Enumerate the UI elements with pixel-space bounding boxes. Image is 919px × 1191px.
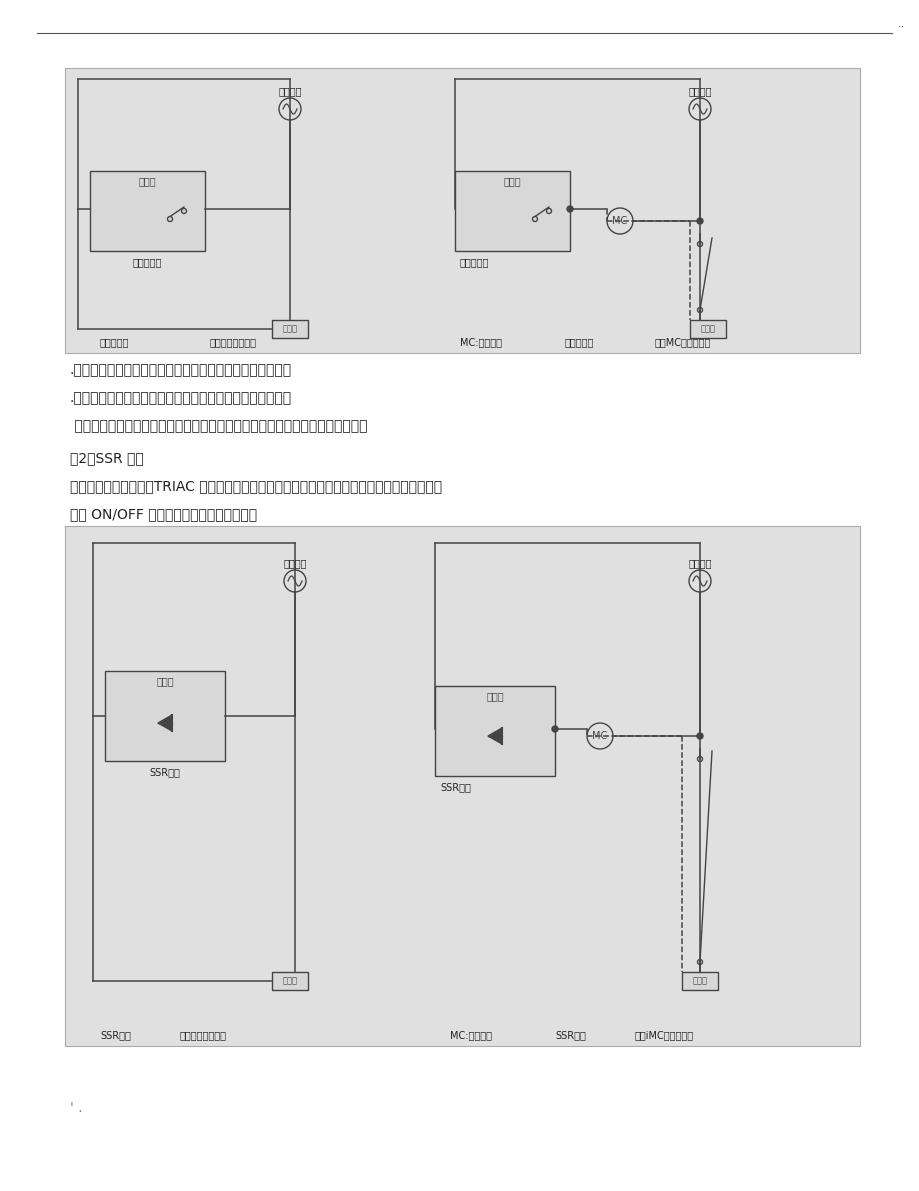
Text: SSR输出: SSR输出	[439, 782, 471, 792]
Bar	[65, 526, 859, 1046]
Text: 负载直接开闭回路: 负载直接开闭回路	[210, 337, 256, 347]
Text: 继电器输出: 继电器输出	[132, 257, 162, 267]
Text: 加热器: 加热器	[282, 324, 297, 333]
Text: 经由iMC之开闭回路: 经由iMC之开闭回路	[634, 1030, 693, 1040]
Text: 负载电源: 负载电源	[687, 86, 711, 96]
Circle shape	[697, 732, 702, 738]
Bar	[105, 671, 225, 761]
Text: 负载电源: 负载电源	[687, 559, 711, 568]
Text: .优点：因为是无电压接点的输出，所以可以开闭多种负载。: .优点：因为是无电压接点的输出，所以可以开闭多种负载。	[70, 363, 292, 378]
Circle shape	[697, 218, 702, 224]
Circle shape	[566, 206, 573, 212]
Bar	[681, 972, 717, 990]
Bar	[455, 172, 570, 251]
Bar	[272, 320, 308, 338]
Text: 加热器: 加热器	[692, 977, 707, 985]
Bar	[435, 686, 554, 777]
Text: 加热器: 加热器	[282, 977, 297, 985]
Text: 温控器: 温控器	[485, 691, 504, 701]
Bar	[90, 172, 205, 251]
Text: 经由MC之开闭回路: 经由MC之开闭回路	[654, 337, 710, 347]
Text: 继电器输出: 继电器输出	[460, 257, 489, 267]
Text: MC: MC	[612, 216, 627, 226]
Text: MC: MC	[592, 731, 607, 741]
Circle shape	[551, 727, 558, 732]
Text: SSR输出: SSR输出	[100, 1030, 130, 1040]
Text: 温控器: 温控器	[503, 176, 521, 186]
Text: 加热器: 加热器	[699, 324, 715, 333]
Text: 寿命因负载的种类、开闭电压、电流、开闭频率、开闭相位、环境等因素而异。: 寿命因负载的种类、开闭电压、电流、开闭频率、开闭相位、环境等因素而异。	[70, 419, 367, 434]
Text: 温控器: 温控器	[139, 176, 156, 186]
Text: （2）SSR 输出: （2）SSR 输出	[70, 451, 143, 464]
Text: 温控器: 温控器	[156, 676, 174, 686]
Text: 借由使用半导体元件（TRIAC 等）的无接点继电器可直接开闭交流电压，如图。温控器的控制方: 借由使用半导体元件（TRIAC 等）的无接点继电器可直接开闭交流电压，如图。温控…	[70, 479, 442, 493]
Text: 继电器输出: 继电器输出	[100, 337, 130, 347]
Bar	[689, 320, 725, 338]
Text: SSR输出: SSR输出	[150, 767, 180, 777]
Text: 负载电源: 负载电源	[278, 86, 301, 96]
Text: SSR输出: SSR输出	[554, 1030, 585, 1040]
Text: ..: ..	[897, 19, 904, 29]
Text: 负载直接开闭回路: 负载直接开闭回路	[180, 1030, 227, 1040]
Text: 负载电源: 负载电源	[283, 559, 306, 568]
Text: ' .: ' .	[70, 1100, 83, 1115]
Polygon shape	[158, 715, 172, 731]
Bar	[65, 68, 859, 353]
Text: MC:电磁开关: MC:电磁开关	[460, 337, 502, 347]
Text: .缺点：因为是使用接点方式，所以有开闭次数的寿命限制。: .缺点：因为是使用接点方式，所以有开闭次数的寿命限制。	[70, 391, 292, 405]
Text: 继电器输出: 继电器输出	[564, 337, 594, 347]
Text: MC:电磁开关: MC:电磁开关	[449, 1030, 492, 1040]
Bar	[272, 972, 308, 990]
Polygon shape	[487, 728, 502, 744]
Text: 式为 ON/OFF 控制（时间分割比例控制）。: 式为 ON/OFF 控制（时间分割比例控制）。	[70, 507, 256, 520]
